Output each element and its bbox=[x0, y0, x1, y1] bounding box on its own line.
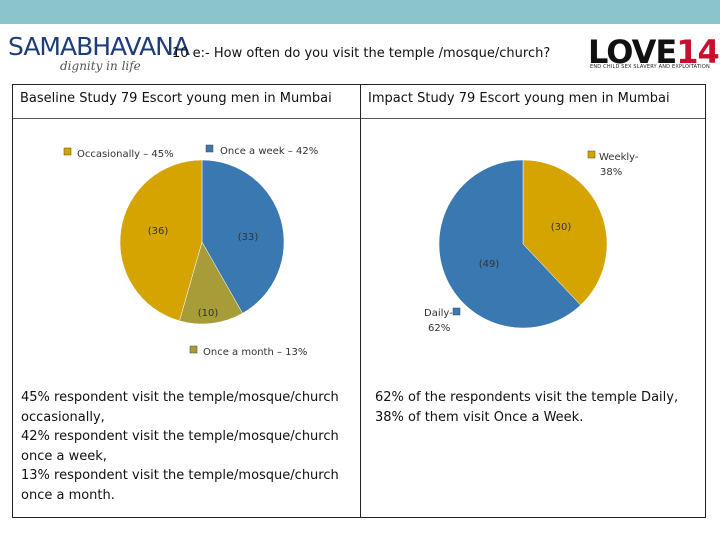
baseline-pie-slice bbox=[201, 159, 285, 314]
love146-logo-word: LOVE bbox=[588, 33, 677, 71]
baseline-pie-slice bbox=[119, 159, 203, 322]
love146-logo-tagline: END CHILD SEX SLAVERY AND EXPLOITATION bbox=[590, 64, 710, 70]
baseline-legend-swatch bbox=[205, 144, 214, 153]
baseline-pie-slice bbox=[179, 241, 243, 325]
baseline-slice-count-label: (36) bbox=[148, 226, 169, 237]
impact-legend-label: 62% bbox=[428, 323, 450, 334]
impact-legend-swatch bbox=[587, 150, 596, 159]
impact-slice-count-label: (49) bbox=[479, 259, 500, 270]
impact-panel: Impact Study 79 Escort young men in Mumb… bbox=[360, 84, 706, 518]
baseline-summary-line: 13% respondent visit the temple/mosque/c… bbox=[21, 468, 339, 503]
baseline-slice-count-label: (33) bbox=[238, 232, 259, 243]
impact-panel-header: Impact Study 79 Escort young men in Mumb… bbox=[361, 85, 705, 119]
baseline-slice-count-label: (10) bbox=[198, 308, 219, 319]
top-accent-bar bbox=[0, 0, 720, 24]
baseline-legend-label: Once a month – 13% bbox=[203, 347, 307, 358]
impact-slice-count-label: (30) bbox=[551, 222, 572, 233]
samabhavana-logo-name: SAMABHAVANA bbox=[8, 32, 190, 61]
samabhavana-logo-tagline: dignity in life bbox=[60, 59, 141, 73]
baseline-legend-label: Occasionally – 45% bbox=[77, 149, 174, 160]
impact-pie-slice bbox=[522, 159, 608, 306]
impact-pie-slice bbox=[438, 159, 581, 329]
baseline-chart-title: Baseline Study 79 Escort young men in Mu… bbox=[20, 91, 332, 106]
impact-summary-text: 62% of the respondents visit the temple … bbox=[375, 388, 700, 427]
impact-legend-label: Weekly- bbox=[599, 152, 639, 163]
baseline-legend-label: Once a week – 42% bbox=[220, 146, 318, 157]
baseline-summary-line: 45% respondent visit the temple/mosque/c… bbox=[21, 390, 339, 425]
love146-logo: LOVE146 END CHILD SEX SLAVERY AND EXPLOI… bbox=[588, 33, 720, 79]
impact-chart-title: Impact Study 79 Escort young men in Mumb… bbox=[368, 91, 670, 106]
baseline-legend-swatch bbox=[63, 147, 72, 156]
samabhavana-logo: SAMABHAVANA dignity in life bbox=[8, 32, 190, 78]
baseline-summary-text: 45% respondent visit the temple/mosque/c… bbox=[21, 388, 356, 505]
slide-title: 10 e:- How often do you visit the temple… bbox=[172, 46, 551, 61]
impact-legend-label: 38% bbox=[600, 167, 622, 178]
baseline-legend-swatch bbox=[189, 345, 198, 354]
love146-logo-number: 146 bbox=[676, 33, 720, 71]
impact-legend-swatch bbox=[452, 307, 461, 316]
baseline-panel-header: Baseline Study 79 Escort young men in Mu… bbox=[13, 85, 360, 119]
impact-legend-label: Daily- bbox=[424, 308, 453, 319]
impact-summary-line: 62% of the respondents visit the temple … bbox=[375, 390, 679, 425]
baseline-summary-line: 42% respondent visit the temple/mosque/c… bbox=[21, 429, 339, 464]
